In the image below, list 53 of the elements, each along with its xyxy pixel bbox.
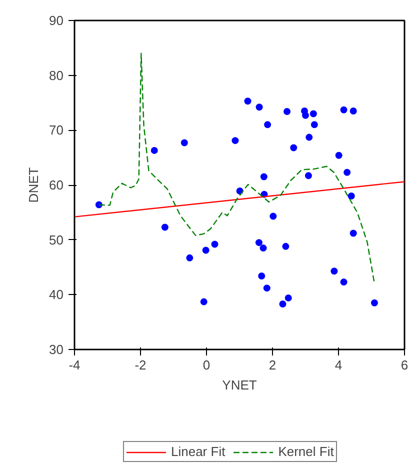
point: [264, 121, 272, 128]
x-tick-label: 6: [400, 358, 408, 372]
point: [260, 244, 267, 252]
x-tick-label: 0: [202, 358, 210, 372]
legend-label: Linear Fit: [171, 444, 226, 459]
point: [340, 106, 348, 114]
point: [180, 139, 188, 146]
point: [211, 240, 218, 248]
point: [340, 278, 348, 286]
point: [258, 272, 266, 280]
point: [260, 173, 268, 180]
point: [302, 112, 309, 119]
legend-label: Kernel Fit: [278, 444, 334, 459]
y-axis-title: DNET: [26, 167, 42, 203]
point: [282, 242, 290, 250]
y-tick-label: 70: [49, 122, 64, 138]
point: [202, 246, 210, 254]
point: [284, 294, 292, 302]
x-tick-label: 2: [268, 358, 276, 372]
x-axis-title: YNET: [222, 378, 257, 392]
point: [244, 98, 252, 105]
point: [310, 121, 318, 128]
point: [306, 134, 313, 141]
point: [279, 300, 286, 308]
point: [335, 152, 342, 159]
point: [310, 110, 317, 118]
point: [350, 230, 357, 237]
y-tick-label: 30: [49, 342, 64, 357]
point: [256, 104, 263, 111]
point: [161, 224, 168, 231]
point: [232, 137, 239, 144]
point: [344, 168, 351, 176]
point: [270, 212, 277, 220]
y-tick-label: 90: [49, 13, 64, 28]
point: [370, 299, 378, 306]
point: [348, 192, 355, 200]
point: [150, 146, 158, 154]
y-tick-label: 80: [49, 68, 64, 83]
y-tick-label: 50: [49, 232, 64, 248]
point: [350, 107, 357, 114]
point: [304, 172, 312, 180]
point: [255, 239, 262, 246]
x-tick-label: -2: [134, 358, 146, 372]
point: [263, 284, 270, 292]
y-tick-label: 60: [49, 178, 64, 192]
point: [200, 298, 208, 306]
point: [186, 254, 194, 262]
point: [330, 268, 338, 275]
x-tick-label: -4: [68, 358, 80, 372]
y-tick-label: 40: [49, 287, 64, 302]
point: [290, 144, 298, 152]
point: [284, 108, 291, 116]
x-tick-label: 4: [334, 358, 342, 372]
